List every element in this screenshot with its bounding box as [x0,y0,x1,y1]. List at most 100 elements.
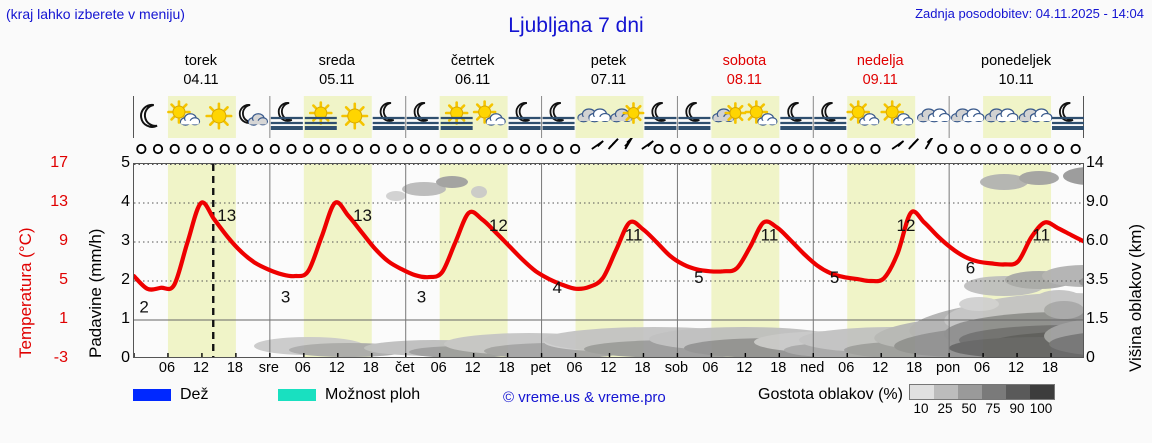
showers-swatch [278,389,316,401]
x-tick-label-4: 06 [294,360,311,376]
x-tick-label-3: sre [258,360,279,376]
x-tick-label-6: 18 [362,360,379,376]
cloud-density-cells [908,384,1055,400]
day-name: nedelja [856,53,904,69]
weather-icon-band [133,96,1085,138]
t-tick-0: 17 [50,154,68,171]
day-date: 07.11 [590,72,627,88]
p-tick-0: 5 [121,154,130,171]
cloud-density-step-4: 90 [1009,401,1025,416]
x-tick-label-13: 12 [600,360,617,376]
x-tick-label-0: 06 [158,360,176,376]
cloudheight-axis-ticks: 14 9.0 6.0 3.5 1.5 0 [1086,154,1124,366]
t-tick-3: 5 [59,271,68,288]
cloud-density-step-1: 25 [937,401,953,416]
cloud-density-cell-2 [957,385,982,399]
day-date: 09.11 [862,72,898,88]
x-tick-label-12: 06 [566,360,583,376]
day-date: 08.11 [726,72,762,88]
day-name: petek [590,53,627,69]
cloud-density-title: Gostota oblakov (%) [758,386,903,403]
p-tick-2: 3 [121,232,130,249]
cloud-density-step-3: 75 [985,401,1001,416]
legend: Dež Možnost ploh © vreme.us & vreme.pro … [133,384,1143,431]
svg-text:12: 12 [897,216,916,235]
svg-text:4: 4 [553,278,562,297]
cloud-density-step-0: 10 [913,401,929,416]
cloud-density-cell-4 [1005,385,1030,399]
cloudheight-axis-title: Višina oblakov (km) [1126,223,1145,372]
copyright-link[interactable]: © vreme.us & vreme.pro [503,389,666,406]
day-name: ponedeljek [981,53,1052,69]
legend-rain-label: Dež [180,386,209,403]
day-header-3: petek 07.11 [541,52,677,92]
day-header-0: torek 04.11 [133,52,269,92]
cloud-density-numbers: 10 25 50 75 90 100 [909,401,1055,416]
precipitation-axis-ticks: 5 4 3 2 1 0 [102,154,130,366]
x-tick-label-19: ned [800,360,825,376]
p-tick-5: 0 [121,349,130,366]
day-header-1: sreda 05.11 [269,52,405,92]
day-header-4: sobota 08.11 [676,52,812,92]
t-tick-2: 9 [59,232,68,249]
location-menu-note: (kraj lahko izberete v meniju) [6,6,185,22]
x-tick-label-10: 18 [498,360,515,376]
cloud-density-step-5: 100 [1029,401,1053,416]
svg-text:5: 5 [694,268,703,287]
day-header-5: nedelja 09.11 [812,52,948,92]
svg-text:11: 11 [761,226,779,245]
meteogram-plot: 13 2 13 3 12 3 11 4 11 5 12 5 11 6 [133,163,1084,358]
t-tick-4: 1 [59,310,68,327]
svg-text:3: 3 [281,288,290,307]
x-tick-label-14: 18 [634,360,651,376]
c-tick-2: 6.0 [1086,232,1109,249]
day-date: 04.11 [183,72,219,88]
cloud-density-cell-1 [933,385,958,399]
c-tick-4: 1.5 [1086,310,1109,327]
day-name: sobota [722,53,767,69]
x-tick-label-15: sob [664,360,689,376]
c-tick-5: 0 [1086,349,1095,366]
c-tick-1: 9.0 [1086,193,1109,210]
day-header-2: četrtek 06.11 [405,52,541,92]
x-tick-label-9: 12 [464,360,481,376]
x-tick-label-23: pon [936,360,961,376]
c-tick-0: 14 [1086,154,1104,171]
svg-text:11: 11 [625,226,643,245]
svg-text:13: 13 [217,206,236,225]
cloud-density-cell-0 [909,385,934,399]
x-tick-label-25: 12 [1007,360,1025,376]
t-tick-1: 13 [50,193,68,210]
svg-text:5: 5 [830,268,839,287]
svg-text:12: 12 [489,216,508,235]
x-tick-label-16: 06 [702,360,719,376]
x-tick-label-22: 18 [906,360,923,376]
day-header-6: ponedeljek 10.11 [948,52,1084,92]
temperature-axis-ticks: 17 13 9 5 1 -3 [26,154,68,366]
x-tick-label-1: 12 [192,360,209,376]
p-tick-1: 4 [121,193,130,210]
svg-text:6: 6 [966,258,975,277]
cloud-density-legend: Gostota oblakov (%) 10 25 50 75 90 100 [758,384,1055,416]
x-tick-label-26: 18 [1041,360,1059,376]
cloud-density-scale: 10 25 50 75 90 100 [908,384,1055,416]
x-tick-label-18: 18 [770,360,787,376]
svg-text:2: 2 [139,297,148,316]
x-tick-label-17: 12 [736,360,753,376]
day-name: četrtek [450,53,495,69]
cloud-density-cell-3 [981,385,1006,399]
x-tick-label-24: 06 [974,360,991,376]
page-title: Ljubljana 7 dni [508,14,644,37]
svg-text:11: 11 [1032,226,1050,245]
day-name: sreda [318,53,355,69]
day-header-strip: torek 04.11 sreda 05.11 četrtek 06.11 petek 07.… [133,52,1084,92]
day-date: 10.11 [998,72,1034,88]
x-tick-label-20: 06 [838,360,855,376]
legend-showers-label: Možnost ploh [325,386,421,403]
day-date: 06.11 [455,72,491,88]
wind-barb-band [133,138,1084,160]
x-tick-label-5: 12 [328,360,345,376]
svg-text:13: 13 [353,206,372,225]
c-tick-3: 3.5 [1086,271,1109,288]
svg-text:3: 3 [417,288,426,307]
